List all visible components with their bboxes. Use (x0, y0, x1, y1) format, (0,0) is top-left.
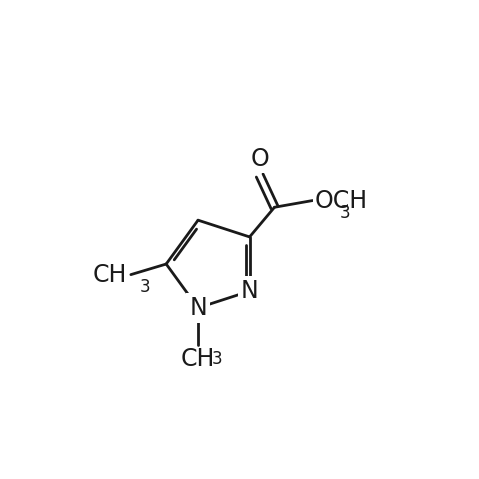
Text: 3: 3 (211, 350, 222, 367)
Text: N: N (241, 279, 259, 303)
Text: N: N (189, 296, 207, 320)
Text: O: O (251, 147, 269, 171)
Text: CH: CH (181, 347, 215, 371)
Text: OCH: OCH (315, 189, 367, 213)
Text: 3: 3 (340, 204, 350, 222)
Text: 3: 3 (140, 278, 151, 297)
Text: CH: CH (93, 262, 127, 286)
